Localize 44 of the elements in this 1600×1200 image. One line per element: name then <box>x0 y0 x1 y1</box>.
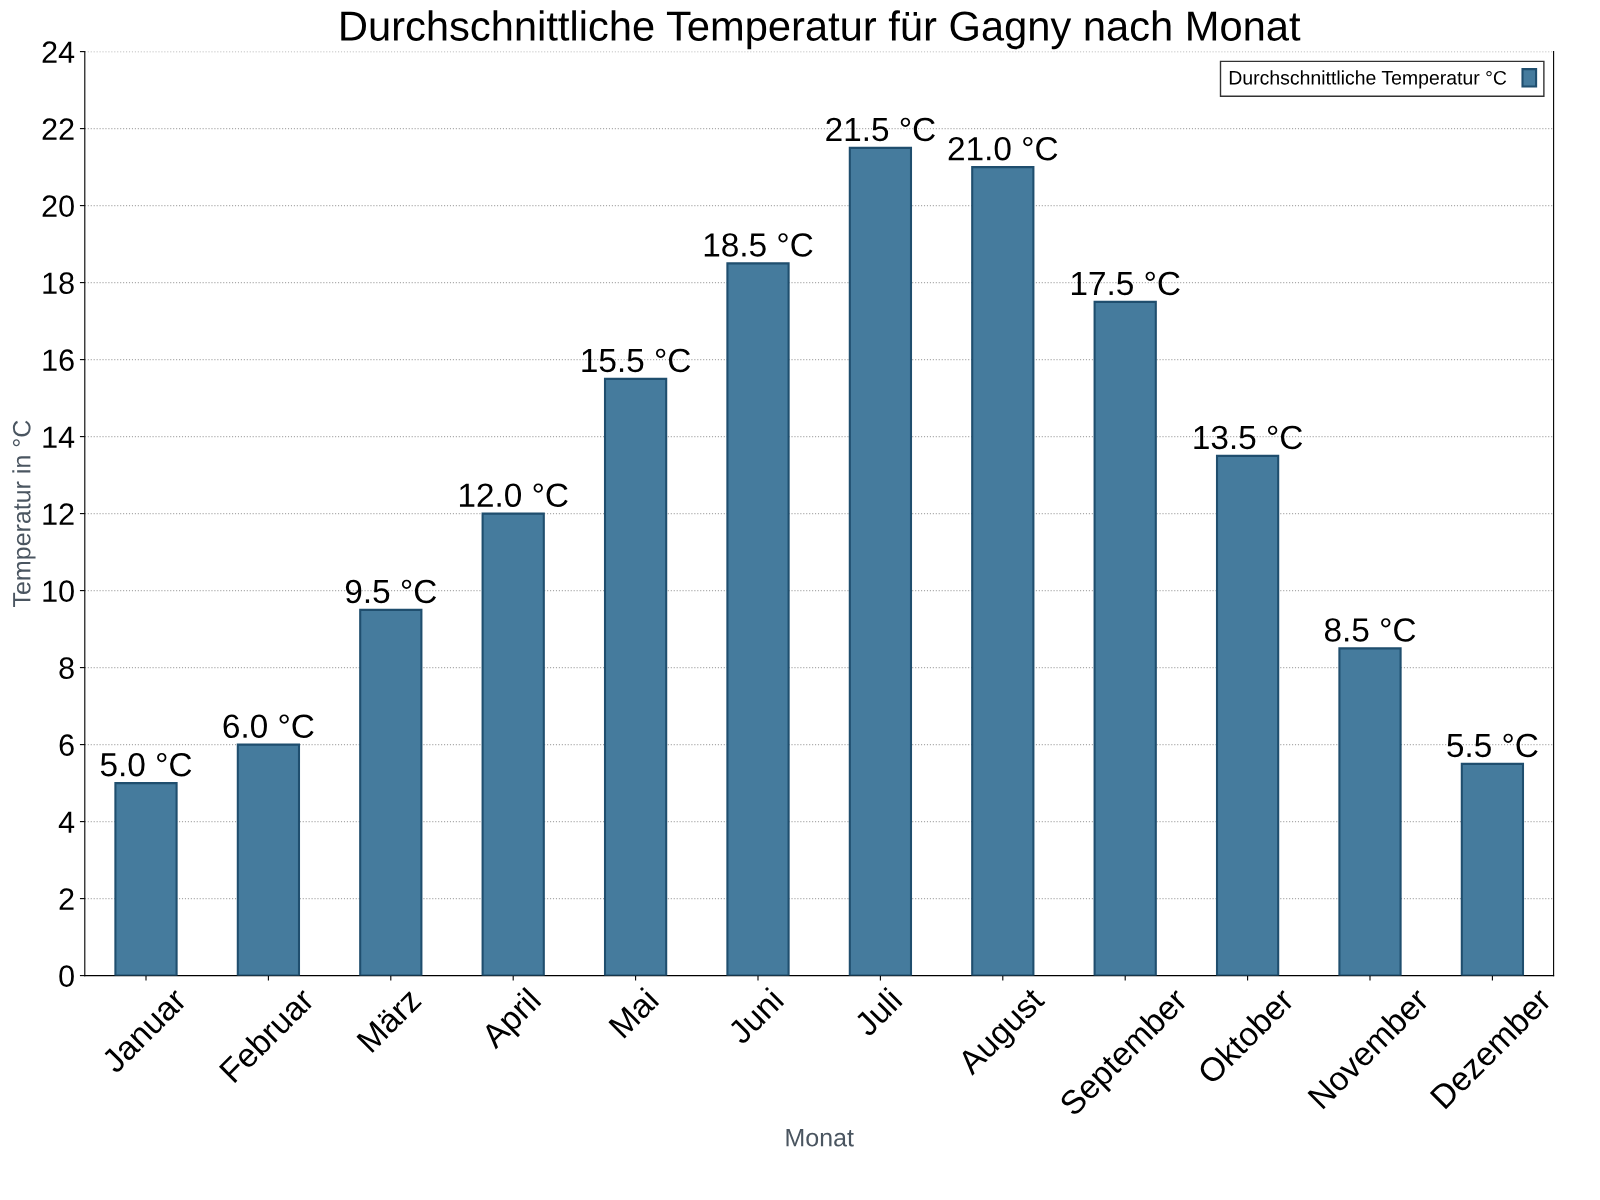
data-label: 21.0 °C <box>948 136 1058 161</box>
data-label: 8.5 °C <box>1324 618 1416 642</box>
bar <box>848 146 913 976</box>
bar <box>114 782 178 976</box>
data-label: 13.5 °C <box>1194 425 1303 450</box>
chart-title: Durchschnittliche Temperatur für Gagny nach Monat <box>341 10 1301 50</box>
x-tick-label: Juli <box>852 986 903 1038</box>
bar <box>971 166 1035 976</box>
data-label: 17.5 °C <box>1071 271 1180 296</box>
y-tick-label: 18 <box>43 272 74 294</box>
data-label: 18.5 °C <box>704 233 813 257</box>
bar <box>1338 647 1402 976</box>
y-tick-label: 4 <box>58 811 75 833</box>
bar <box>236 743 301 976</box>
y-tick-label: 8 <box>59 657 74 679</box>
y-tick-label: 0 <box>59 965 74 987</box>
y-tick-label: 12 <box>43 503 74 525</box>
data-label: 21.5 °C <box>826 117 935 142</box>
x-tick-label: Mai <box>607 986 660 1039</box>
bar <box>481 512 545 976</box>
legend-label: Durchschnittliche Temperatur °C <box>1229 70 1507 89</box>
y-tick-label: 20 <box>42 195 74 217</box>
data-label: 15.5 °C <box>582 348 691 373</box>
y-tick-label: 24 <box>42 41 75 63</box>
data-label: 12.0 °C <box>459 483 568 508</box>
y-tick-label: 16 <box>43 349 74 371</box>
bar <box>1215 454 1280 976</box>
bar <box>1460 762 1525 976</box>
bar <box>726 262 790 976</box>
x-tick-label: Juni <box>725 986 785 1046</box>
y-tick-label: 2 <box>59 888 74 910</box>
y-tick-label: 22 <box>42 118 74 140</box>
y-tick-label: 6 <box>59 734 74 756</box>
bar <box>1093 300 1157 976</box>
y-tick-label: 14 <box>43 426 75 448</box>
bar <box>359 608 423 976</box>
data-label: 6.0 °C <box>223 714 314 739</box>
y-tick-label: 10 <box>43 580 74 602</box>
data-label: 5.5 °C <box>1447 733 1538 758</box>
data-label: 9.5 °C <box>345 579 437 604</box>
bar <box>603 377 668 976</box>
y-axis-title: Temperatur in °C <box>12 420 36 607</box>
x-axis-title: Monat <box>786 1129 854 1147</box>
data-label: 5.0 °C <box>100 752 192 777</box>
